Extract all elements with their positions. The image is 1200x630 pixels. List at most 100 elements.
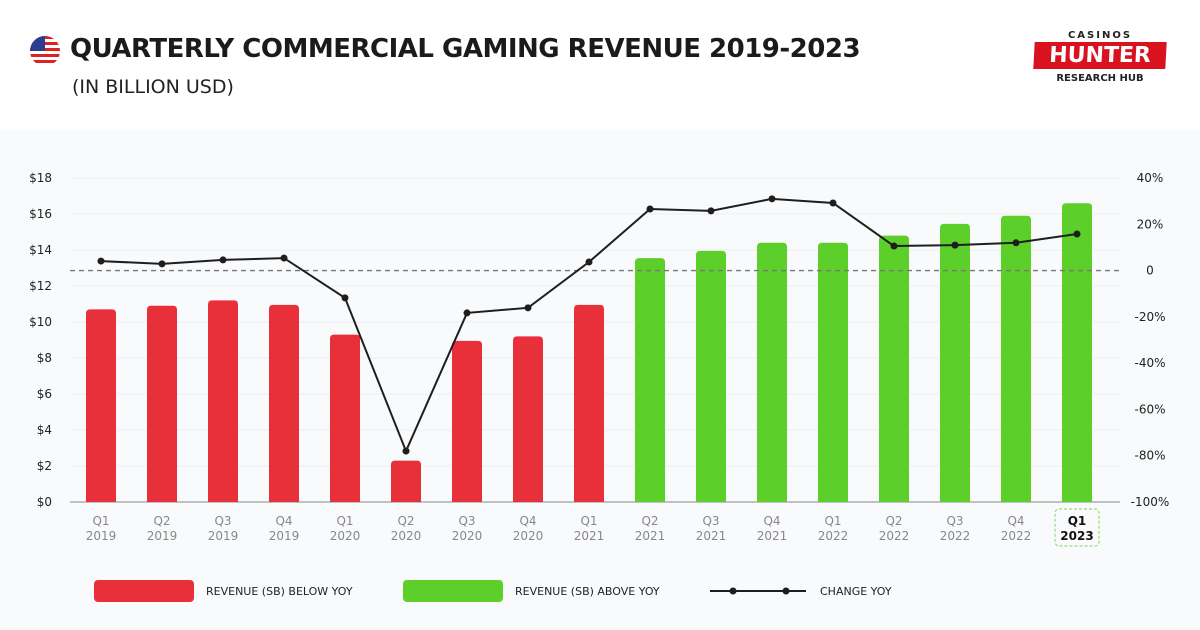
x-tick-year: 2022 [818,529,849,543]
y-right-tick: -20% [1134,310,1165,324]
x-tick-quarter: Q1 [92,514,109,528]
revenue-bar [757,242,787,503]
revenue-bar [940,223,970,502]
x-tick-quarter: Q3 [946,514,963,528]
y-right-tick: -100% [1131,495,1170,509]
y-left-tick: $2 [37,459,52,473]
y-right-tick: -80% [1134,449,1165,463]
logo: CASINOS HUNTER RESEARCH HUB [1030,30,1170,84]
legend-change: CHANGE YOY [708,580,892,602]
x-tick-year: 2019 [208,529,239,543]
y-left-tick: $4 [37,423,52,437]
legend-label: CHANGE YOY [820,584,892,598]
x-tick-quarter: Q4 [275,514,292,528]
x-tick-year: 2021 [757,529,788,543]
x-tick-quarter: Q2 [397,514,414,528]
y-left-tick: $18 [29,171,52,185]
revenue-bar [330,334,360,502]
revenue-bar [147,305,177,502]
change-yoy-point [402,447,410,455]
x-tick-year: 2021 [696,529,727,543]
revenue-bar [452,340,482,502]
change-yoy-point [768,195,776,203]
revenue-bar [696,250,726,502]
revenue-bar [513,336,543,502]
revenue-bar [574,304,604,502]
y-left-tick: $14 [29,243,52,257]
y-left-tick: $16 [29,207,52,221]
change-yoy-point [280,254,288,262]
legend-below: REVENUE (SB) BELOW YOY [94,580,353,602]
x-tick-year: 2020 [391,529,422,543]
change-yoy-point [646,205,654,213]
x-tick-year: 2020 [452,529,483,543]
y-left-tick: $6 [37,387,52,401]
x-tick-quarter: Q4 [763,514,780,528]
x-tick-year: 2020 [330,529,361,543]
x-tick-year: 2023 [1060,529,1093,543]
us-flag-icon [30,36,60,66]
x-tick-year: 2022 [879,529,910,543]
x-tick-quarter: Q1 [1068,514,1087,528]
x-tick-quarter: Q4 [519,514,536,528]
logo-line3: RESEARCH HUB [1056,73,1144,84]
x-tick-year: 2022 [1001,529,1032,543]
x-tick-quarter: Q3 [702,514,719,528]
legend-swatch-above [403,580,503,602]
x-tick-quarter: Q2 [641,514,658,528]
y-right-tick: 20% [1137,217,1164,231]
highlight-box [1054,508,1100,547]
x-tick-year: 2021 [574,529,605,543]
y-right-tick: 40% [1137,171,1164,185]
change-yoy-point [951,241,959,249]
chart-title: QUARTERLY COMMERCIAL GAMING REVENUE 2019… [70,34,861,64]
revenue-bar [391,460,421,502]
change-yoy-point [707,207,715,215]
change-yoy-point [829,199,837,207]
x-tick-year: 2019 [147,529,178,543]
x-tick-quarter: Q1 [580,514,597,528]
change-yoy-point [219,256,227,264]
y-left-tick: $12 [29,279,52,293]
x-tick-quarter: Q4 [1007,514,1024,528]
legend-label: REVENUE (SB) BELOW YOY [206,584,353,598]
y-left-tick: $0 [37,495,52,509]
revenue-bar [86,309,116,502]
x-tick-quarter: Q2 [153,514,170,528]
change-yoy-point [341,294,349,302]
x-tick-quarter: Q1 [336,514,353,528]
y-left-tick: $8 [37,351,52,365]
change-yoy-point [524,304,532,312]
header: QUARTERLY COMMERCIAL GAMING REVENUE 2019… [0,0,1200,130]
x-tick-quarter: Q1 [824,514,841,528]
revenue-bar [879,235,909,502]
x-tick-year: 2021 [635,529,666,543]
change-yoy-point [463,309,471,317]
logo-line1: CASINOS [1067,30,1133,41]
x-tick-quarter: Q2 [885,514,902,528]
change-yoy-point [890,242,898,250]
change-yoy-point [158,260,166,268]
y-right-tick: -40% [1134,356,1165,370]
revenue-bar [1001,215,1031,503]
x-tick-year: 2019 [86,529,117,543]
legend-swatch-below [94,580,194,602]
revenue-bar [1062,203,1092,502]
y-left-tick: $10 [29,315,52,329]
revenue-bar [269,304,299,502]
x-tick-quarter: Q3 [214,514,231,528]
legend-above: REVENUE (SB) ABOVE YOY [403,580,660,602]
chart-subtitle: (IN BILLION USD) [72,76,234,98]
x-tick-quarter: Q3 [458,514,475,528]
y-right-tick: -60% [1134,402,1165,416]
revenue-bar [208,300,238,502]
change-yoy-point [1073,230,1081,238]
change-yoy-point [1012,239,1020,247]
x-tick-year: 2019 [269,529,300,543]
revenue-bar [635,258,665,502]
revenue-bar [818,242,848,503]
legend-line-icon [710,587,806,595]
change-yoy-point [97,257,105,265]
y-right-tick: 0 [1146,264,1154,278]
